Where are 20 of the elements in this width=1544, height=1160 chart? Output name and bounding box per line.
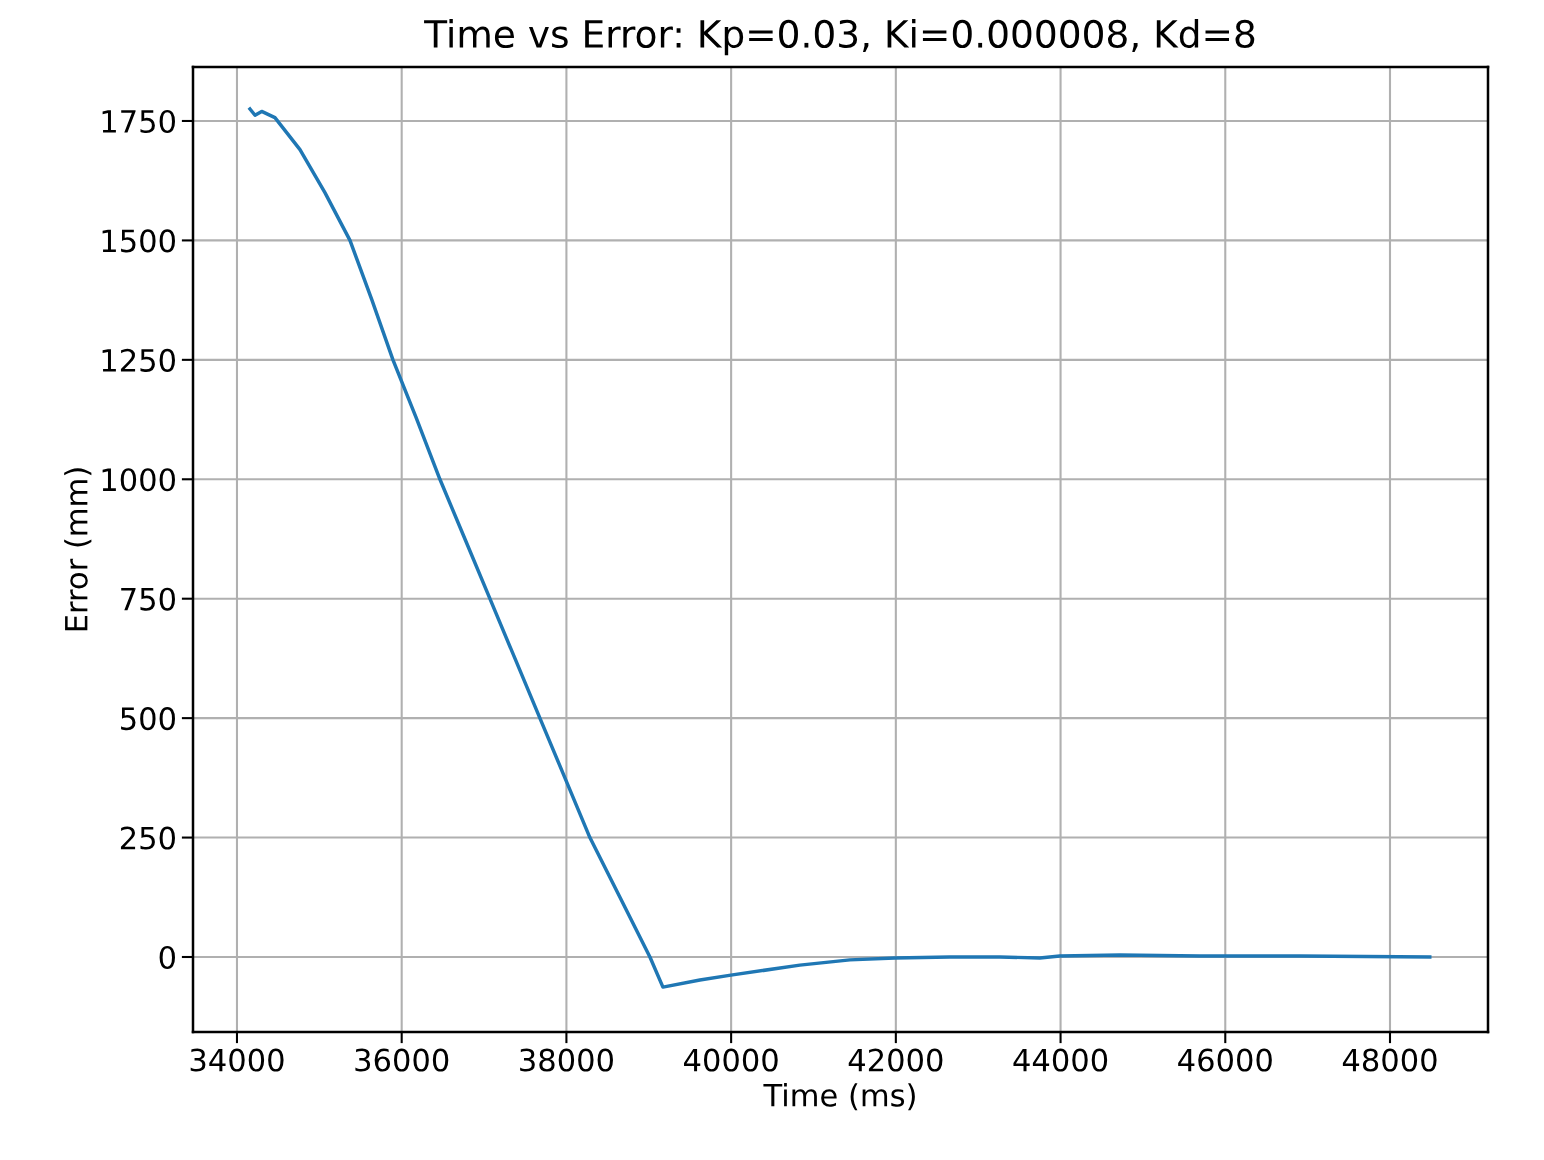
y-tick-label: 0 <box>159 945 175 970</box>
y-axis-title: Error (mm) <box>64 468 92 631</box>
line-series <box>248 107 1432 989</box>
y-tick-label: 1000 <box>102 468 175 492</box>
y-tick-label: 750 <box>121 587 175 611</box>
y-tick-label: 500 <box>121 707 175 731</box>
x-axis-title: Time (ms) <box>763 1083 915 1111</box>
x-tick-label: 34000 <box>190 1048 284 1072</box>
y-tick-label: 250 <box>120 826 175 850</box>
x-tick-label: 44000 <box>1013 1048 1108 1072</box>
y-tick-label: 1250 <box>102 348 175 372</box>
y-tick-label: 1750 <box>102 109 175 134</box>
x-tick-label: 48000 <box>1342 1048 1437 1072</box>
x-tick-label: 38000 <box>520 1048 613 1072</box>
chart-title: Time vs Error: Kp=0.03, Ki=0.000008, Kd=8 <box>424 19 1255 56</box>
x-tick-label: 36000 <box>355 1048 449 1072</box>
x-tick-label: 42000 <box>848 1048 943 1072</box>
y-tick-label: 1500 <box>102 229 175 253</box>
x-tick-label: 40000 <box>684 1048 778 1072</box>
x-tick-label: 46000 <box>1178 1048 1272 1072</box>
